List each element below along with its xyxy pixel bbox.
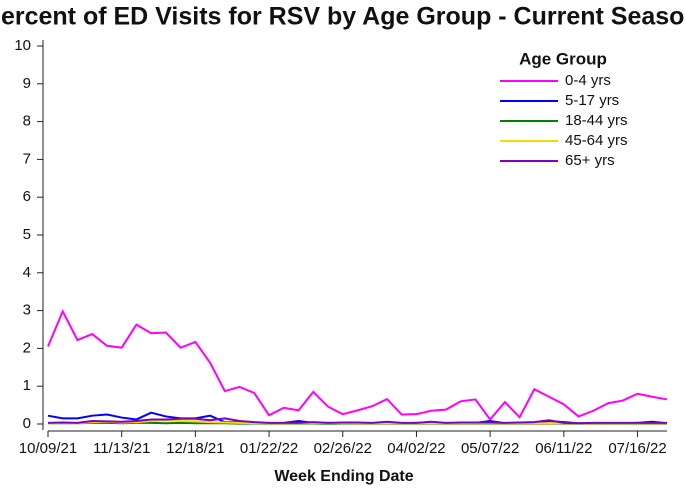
y-tick-label: 7 — [23, 150, 31, 167]
x-tick-label: 12/18/21 — [166, 440, 224, 457]
y-tick-label: 10 — [14, 37, 31, 54]
legend-label: 65+ yrs — [565, 152, 615, 169]
legend-label: 5-17 yrs — [565, 92, 619, 109]
legend-label: 18-44 yrs — [565, 112, 628, 129]
y-tick-label: 1 — [23, 377, 31, 394]
legend-label: 45-64 yrs — [565, 132, 628, 149]
x-tick-label: 02/26/22 — [314, 440, 372, 457]
x-tick-label: 07/16/22 — [608, 440, 666, 457]
x-tick-label: 04/02/22 — [387, 440, 445, 457]
x-tick-label: 11/13/21 — [93, 440, 150, 457]
x-tick-label: 10/09/21 — [19, 440, 77, 457]
x-tick-label: 05/07/22 — [461, 440, 519, 457]
legend-title: Age Group — [519, 49, 607, 68]
y-tick-label: 9 — [23, 75, 31, 92]
legend-label: 0-4 yrs — [565, 72, 611, 89]
series-line — [47, 308, 668, 422]
y-tick-label: 8 — [23, 113, 31, 130]
y-tick-label: 3 — [23, 302, 31, 319]
y-tick-label: 2 — [23, 339, 31, 356]
chart-title: Percent of ED Visits for RSV by Age Grou… — [0, 3, 685, 31]
x-tick-label: 06/11/22 — [535, 440, 592, 457]
y-tick-label: 5 — [23, 226, 31, 243]
x-tick-label: 01/22/22 — [240, 440, 298, 457]
y-tick-label: 6 — [23, 188, 31, 205]
x-axis-title: Week Ending Date — [274, 468, 413, 485]
y-tick-label: 0 — [23, 415, 31, 432]
series-line — [47, 417, 667, 425]
y-tick-label: 4 — [23, 264, 31, 281]
